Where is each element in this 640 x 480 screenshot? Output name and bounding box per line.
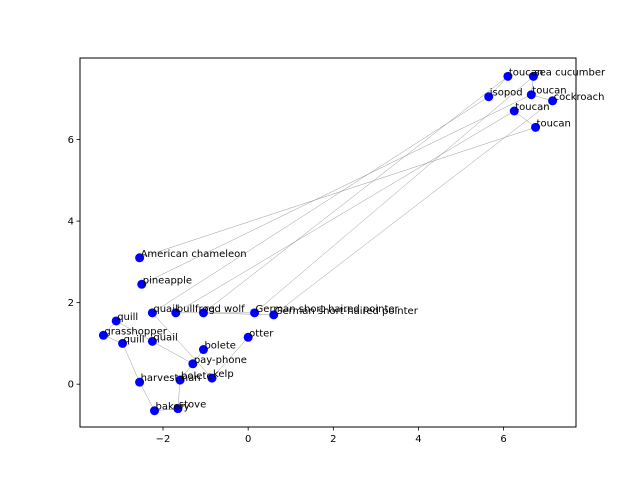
point-label: quail	[153, 332, 177, 343]
point-label: cockroach	[554, 92, 605, 103]
point-label: stove	[179, 400, 206, 411]
y-axis-ticks: 0 2 4 6	[68, 135, 80, 391]
data-point	[269, 310, 279, 320]
edge-line	[211, 337, 249, 379]
data-point	[98, 330, 108, 340]
data-point	[135, 377, 145, 387]
data-point	[243, 332, 253, 342]
data-point	[250, 308, 260, 318]
edge-line	[152, 312, 213, 379]
edge-line	[254, 76, 534, 314]
point-label: bullfrog	[177, 304, 215, 315]
data-point	[111, 316, 121, 326]
edge-line	[273, 100, 553, 316]
y-tick-label: 2	[68, 298, 74, 309]
data-point	[198, 308, 208, 318]
x-tick-label: 0	[245, 434, 251, 445]
y-tick-label: 4	[68, 217, 74, 228]
point-label: toucan	[532, 86, 566, 97]
point-label: American chameleon	[141, 249, 247, 260]
point-label: pineapple	[143, 275, 192, 286]
edge-line	[203, 312, 274, 316]
point-label: pay-phone	[194, 355, 247, 366]
data-point	[198, 345, 208, 355]
x-tick-label: 4	[415, 434, 421, 445]
x-tick-label: −2	[156, 434, 171, 445]
data-point	[150, 406, 160, 416]
axes-frame	[79, 57, 577, 428]
point-label: toucan	[509, 67, 543, 78]
data-point	[147, 336, 157, 346]
data-point	[137, 279, 147, 289]
point-label: bakery	[156, 402, 190, 413]
data-point	[175, 375, 185, 385]
data-point	[188, 359, 198, 369]
edge-line	[177, 380, 181, 409]
point-label: otter	[249, 328, 274, 339]
x-tick-label: 2	[330, 434, 336, 445]
edge-line	[139, 127, 536, 259]
point-label: quail	[153, 304, 177, 315]
y-tick-label: 0	[68, 380, 74, 391]
edge-line	[175, 110, 515, 314]
point-label: grasshopper	[104, 326, 167, 337]
point-label: harvestman	[141, 373, 201, 384]
data-point	[484, 92, 494, 102]
edge-layer	[103, 76, 553, 411]
x-axis-ticks: −2 0 2 4 6	[156, 427, 507, 445]
point-label: toucan	[515, 102, 549, 113]
y-tick-label: 6	[68, 135, 74, 146]
edge-line	[203, 76, 509, 314]
point-label: bolete	[181, 371, 212, 382]
edge-line	[116, 320, 153, 342]
point-label: isopod	[490, 88, 523, 99]
data-point	[118, 338, 128, 348]
data-point	[503, 71, 513, 81]
point-label: red wolf	[204, 304, 245, 315]
point-label: bolete	[204, 341, 235, 352]
data-point	[207, 373, 217, 383]
edge-line	[139, 382, 155, 411]
edge-line	[488, 76, 509, 97]
edge-line	[152, 341, 193, 365]
point-layer	[98, 71, 558, 416]
point-label: sea cucumber	[534, 67, 606, 78]
edge-line	[122, 343, 140, 383]
point-label: quill	[117, 312, 138, 323]
data-point	[173, 404, 183, 414]
data-point	[531, 122, 541, 132]
point-label: quill	[124, 334, 145, 345]
point-label: German short-haired pointer	[256, 304, 400, 315]
data-point	[171, 308, 181, 318]
point-label: toucan	[537, 118, 571, 129]
point-label: German short-haired pointer	[275, 306, 419, 317]
data-point	[147, 308, 157, 318]
edge-line	[152, 96, 489, 314]
data-point	[528, 71, 538, 81]
data-point	[548, 96, 558, 106]
data-point	[135, 253, 145, 263]
data-point	[526, 90, 536, 100]
x-tick-label: 6	[500, 434, 506, 445]
point-label: kelp	[213, 369, 234, 380]
edge-line	[141, 94, 532, 285]
data-point	[509, 106, 519, 116]
